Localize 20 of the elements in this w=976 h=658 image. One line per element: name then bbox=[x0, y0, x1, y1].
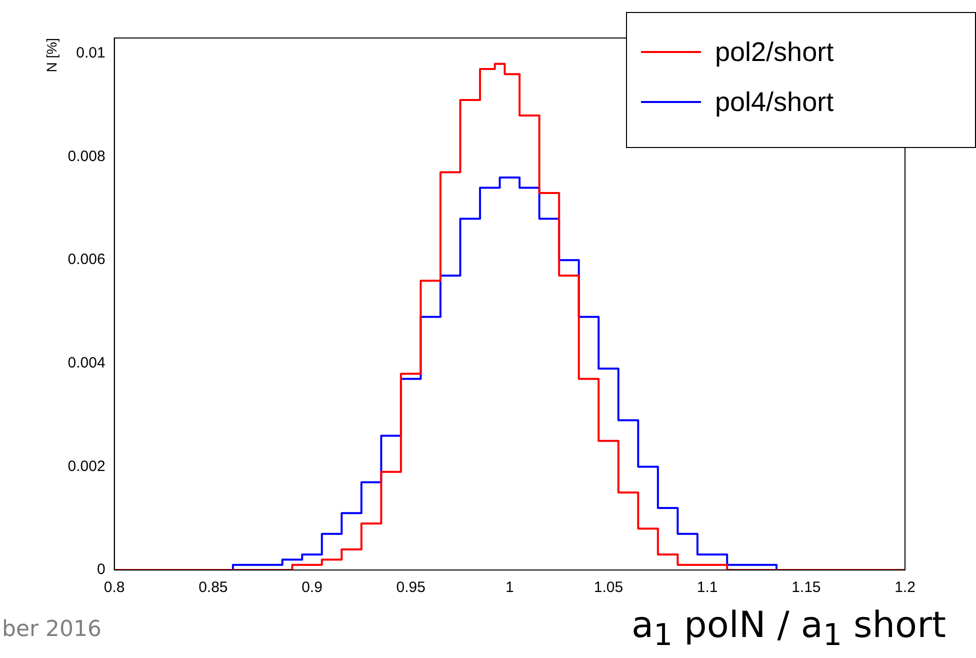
x-tick-label: 1.2 bbox=[894, 579, 916, 596]
y-axis-title: N [%] bbox=[43, 38, 60, 72]
y-tick-label: 0.006 bbox=[68, 251, 106, 268]
x-tick-label: 0.85 bbox=[198, 579, 228, 596]
x-tick-label: 1.05 bbox=[594, 579, 624, 596]
x-tick-label: 0.9 bbox=[302, 579, 322, 596]
x-tick-label: 1.1 bbox=[696, 579, 718, 596]
y-tick-label: 0 bbox=[96, 561, 106, 578]
x-tick-label: 0.8 bbox=[104, 579, 125, 596]
x-tick-label: 1.15 bbox=[792, 579, 821, 596]
legend-label: pol4/short bbox=[715, 86, 834, 118]
x-tick-label: 0.95 bbox=[396, 579, 426, 596]
y-tick-label: 0.01 bbox=[76, 44, 106, 62]
legend-label: pol2/short bbox=[715, 36, 834, 68]
y-tick-label: 0.004 bbox=[68, 354, 106, 372]
x-tick-label: 1 bbox=[505, 579, 514, 596]
text: ber 2016 bbox=[2, 617, 102, 642]
x-axis-title: a$_{1}$ polN / a$_{1}$ short bbox=[631, 605, 946, 654]
y-tick-label: 0.008 bbox=[68, 148, 106, 165]
y-tick-label: 0.002 bbox=[68, 458, 106, 475]
